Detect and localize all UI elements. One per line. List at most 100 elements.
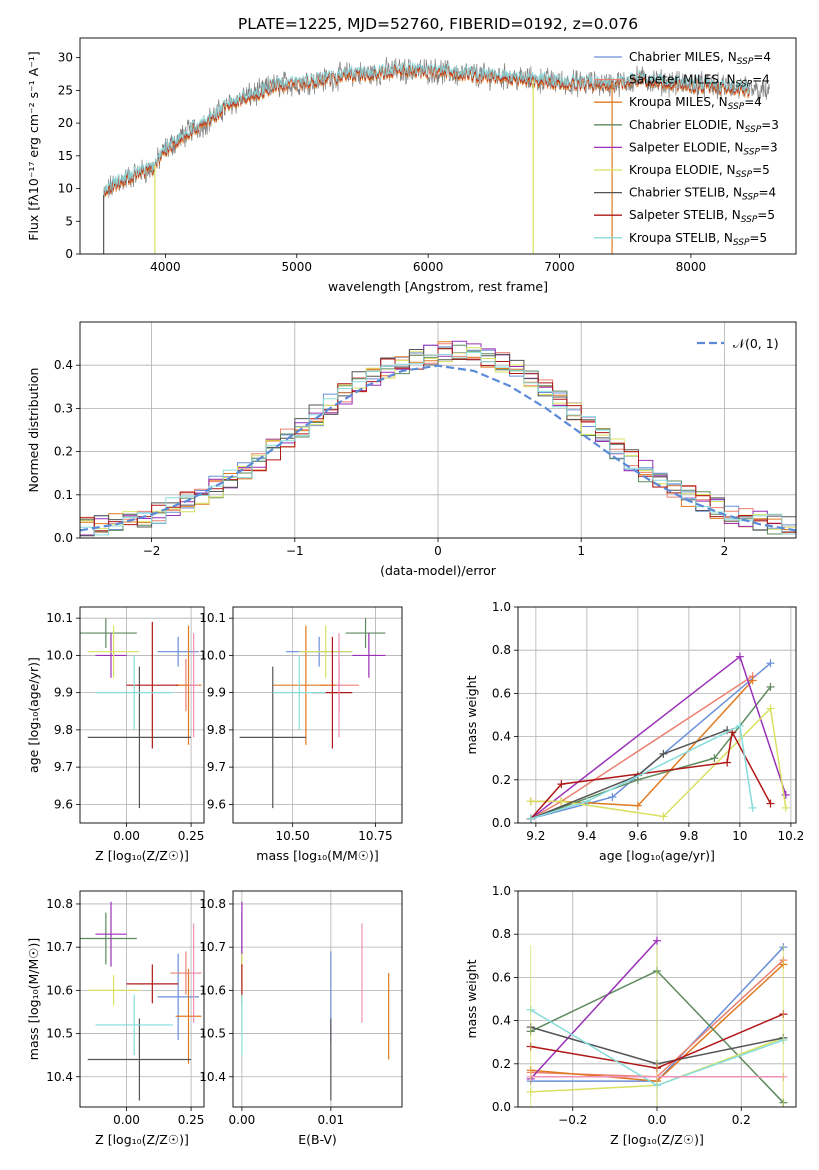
y-tick-label: 10.4 [199,1070,226,1084]
axes-frame [79,321,797,539]
y-tick-label: 0.0 [54,531,73,545]
legend-label: Salpeter MILES, NSSP=4 [629,73,770,90]
y-tick-label: 9.6 [207,797,226,811]
weight-line-chabrier_miles [530,662,771,820]
axes-frame [232,606,403,824]
axes-frame [79,890,205,1108]
y-tick-label: 0 [65,247,73,261]
y-tick-label: 10.4 [46,1070,73,1084]
x-tick-label: 0.01 [317,1113,344,1127]
y-tick-label: 10.8 [46,897,73,911]
x-axis-label: E(B-V) [298,1132,337,1147]
x-tick-label: 0.0 [647,1113,666,1127]
legend-label: Chabrier ELODIE, NSSP=3 [629,118,779,135]
panel-mass-vs-z: 0.00 0.25 10.4 10.5 10.6 10.7 10.8 Z [log₁₀(Z/Z… [26,890,205,1147]
legend-label-normal: 𝒩(0, 1) [733,336,779,351]
plot-area-massweight-vs-age [526,652,790,823]
y-axis-label: age [log₁₀(age/yr)] [26,657,41,773]
plot-area-residuals [80,340,796,537]
y-tick-label: 0.8 [492,927,511,941]
legend-label: Kroupa MILES, NSSP=4 [629,95,762,112]
plot-area-mass-vs-ebv [241,901,390,1101]
x-axis-label: age [log₁₀(age/yr)] [599,848,715,863]
y-tick-label: 10 [58,182,73,196]
x-tick-label: 7000 [544,260,575,274]
y-axis-label: Flux [fλ10⁻¹⁷ erg cm⁻² s⁻¹ A⁻¹] [26,51,41,240]
histogram-step-salpeter_stelib [80,348,796,533]
y-tick-label: 0.1 [54,488,73,502]
x-axis-label: Z [log₁₀(Z/Z☉)] [95,1132,189,1147]
x-tick-label: 0.25 [178,1113,205,1127]
y-tick-label: 0.0 [492,816,511,830]
y-axis-label: mass weight [464,959,479,1038]
x-tick-label: 0 [434,544,442,558]
y-tick-label: 9.7 [54,760,73,774]
plot-area-massweight-vs-z [526,936,788,1107]
weight-line-salpeter_miles [530,675,754,820]
legend-label: Chabrier STELIB, NSSP=4 [629,186,776,203]
x-axis-label: mass [log₁₀(M/M☉)] [256,848,378,863]
y-tick-label: 20 [58,116,73,130]
x-tick-label: 0.00 [229,1113,256,1127]
y-axis-label: mass [log₁₀(M/M☉)] [26,938,41,1060]
x-tick-label: 10.50 [275,829,309,843]
x-tick-label: 8000 [676,260,707,274]
x-tick-label: 5000 [281,260,312,274]
axes-frame [517,890,797,1108]
y-tick-label: 10.8 [199,897,226,911]
panel-spectrum: 4000 5000 6000 7000 8000 0 5 10 15 20 25 30 waveleng… [26,37,797,294]
panel-massweight-vs-age: 9.2 9.4 9.6 9.8 10 10.2 0.0 0.2 0.4 0.6 0.8 1.0 age … [464,600,804,863]
plot-area-mass-vs-z [80,901,202,1101]
y-tick-label: 10.5 [199,1027,226,1041]
y-tick-label: 0.6 [492,970,511,984]
x-tick-label: 9.2 [526,829,545,843]
x-axis-label: (data-model)/error [380,563,497,578]
x-tick-label: −1 [286,544,304,558]
y-tick-label: 0.4 [54,358,73,372]
panel-residuals: −2 −1 0 1 2 0.0 0.1 0.2 0.3 0.4 (data-model)/error… [26,321,797,578]
x-tick-label: 4000 [150,260,181,274]
figure-title: PLATE=1225, MJD=52760, FIBERID=0192, z=0… [238,15,638,33]
x-tick-label: 10 [732,829,747,843]
weight-line-kroupa_miles [530,679,754,807]
histogram-step-kroupa_stelib [80,351,796,536]
plot-area-age-vs-z [80,618,202,809]
x-tick-label: 0.00 [113,1113,140,1127]
y-tick-label: 0.4 [492,1014,511,1028]
legend-label: Chabrier MILES, NSSP=4 [629,50,771,67]
y-tick-label: 5 [65,214,73,228]
y-tick-label: 10.6 [46,983,73,997]
panel-age-vs-mass: 10.50 10.75 9.6 9.7 9.8 9.9 10.0 10.1 mass [log₁… [199,606,403,863]
normal-curve [80,364,796,532]
panel-massweight-vs-z: −0.2 0.0 0.2 0.0 0.2 0.4 0.6 0.8 1.0 Z [log₁₀(Z/Z… [464,884,797,1147]
weight-line-kroupa_stelib [530,724,754,820]
y-tick-label: 10.0 [199,648,226,662]
y-tick-label: 0.4 [492,730,511,744]
x-tick-label: 9.8 [679,829,698,843]
legend-label: Salpeter ELODIE, NSSP=3 [629,140,778,157]
x-tick-label: 9.6 [628,829,647,843]
plot-area-age-vs-mass [239,618,386,809]
y-tick-label: 9.9 [54,686,73,700]
legend-label: Kroupa STELIB, NSSP=5 [629,231,767,248]
y-tick-label: 9.8 [207,723,226,737]
y-tick-label: 0.2 [54,445,73,459]
y-tick-label: 10.7 [46,940,73,954]
y-tick-label: 1.0 [492,600,511,614]
x-axis-label: wavelength [Angstrom, rest frame] [328,279,548,294]
y-tick-label: 10.1 [199,611,226,625]
weight-line-chabrier_elodie [530,686,772,820]
y-tick-label: 10.0 [46,648,73,662]
plot-area-spectrum [103,57,770,254]
y-tick-label: 10.7 [199,940,226,954]
legend-label: Salpeter STELIB, NSSP=5 [629,208,775,225]
chart-panels: 4000 5000 6000 7000 8000051015202530waveleng… [26,37,804,1147]
x-tick-label: 2 [721,544,729,558]
weight-line-salpeter_elodie [530,940,658,1080]
axes-frame [517,606,797,824]
x-tick-label: −2 [143,544,161,558]
y-tick-label: 15 [58,149,73,163]
weight-line-chabrier_stelib [530,729,728,820]
y-axis-label: Normed distribution [26,368,41,493]
